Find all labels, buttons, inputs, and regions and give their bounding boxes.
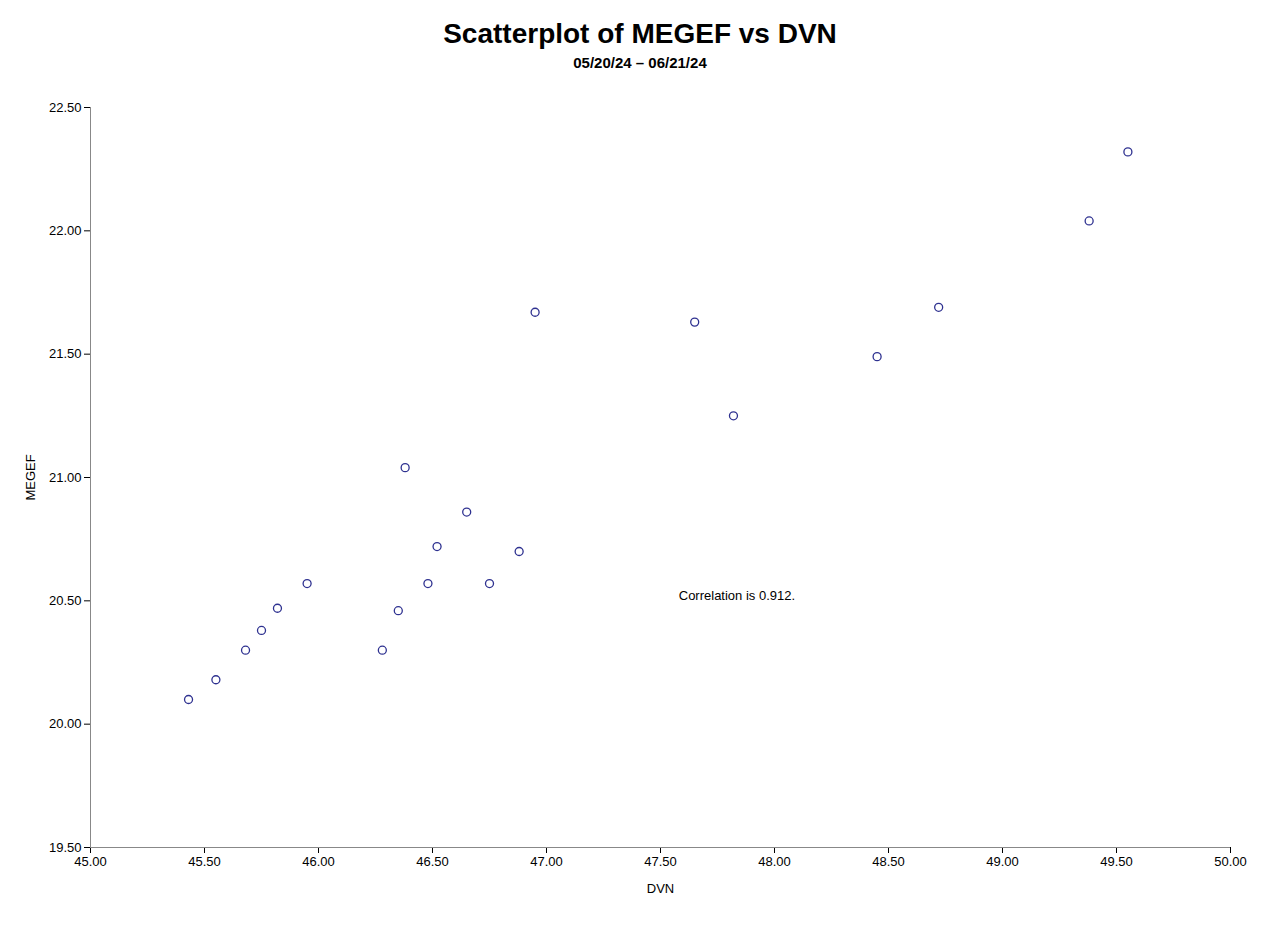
svg-text:DVN: DVN (647, 881, 674, 896)
svg-text:47.00: 47.00 (530, 854, 563, 869)
svg-text:22.50: 22.50 (49, 100, 82, 115)
svg-text:50.00: 50.00 (1214, 854, 1247, 869)
html-text:05/20/24 – 06/21/24: 05/20/24 – 06/21/24 (573, 54, 707, 71)
svg-text:21.50: 21.50 (49, 346, 82, 361)
svg-text:49.00: 49.00 (986, 854, 1019, 869)
svg-text:47.50: 47.50 (644, 854, 677, 869)
html-text:Scatterplot of MEGEF vs DVN: Scatterplot of MEGEF vs DVN (443, 18, 837, 49)
svg-text:19.50: 19.50 (49, 840, 82, 855)
svg-text:48.50: 48.50 (872, 854, 905, 869)
svg-text:20.00: 20.00 (49, 716, 82, 731)
svg-text:45.00: 45.00 (74, 854, 107, 869)
svg-text:21.00: 21.00 (49, 470, 82, 485)
svg-text:MEGEF: MEGEF (23, 454, 38, 500)
svg-text:46.00: 46.00 (302, 854, 335, 869)
svg-text:48.00: 48.00 (758, 854, 791, 869)
svg-text:20.50: 20.50 (49, 593, 82, 608)
svg-text:49.50: 49.50 (1100, 854, 1133, 869)
svg-text:Correlation is 0.912.: Correlation is 0.912. (679, 588, 795, 603)
svg-text:45.50: 45.50 (188, 854, 221, 869)
svg-text:46.50: 46.50 (416, 854, 449, 869)
svg-text:22.00: 22.00 (49, 223, 82, 238)
